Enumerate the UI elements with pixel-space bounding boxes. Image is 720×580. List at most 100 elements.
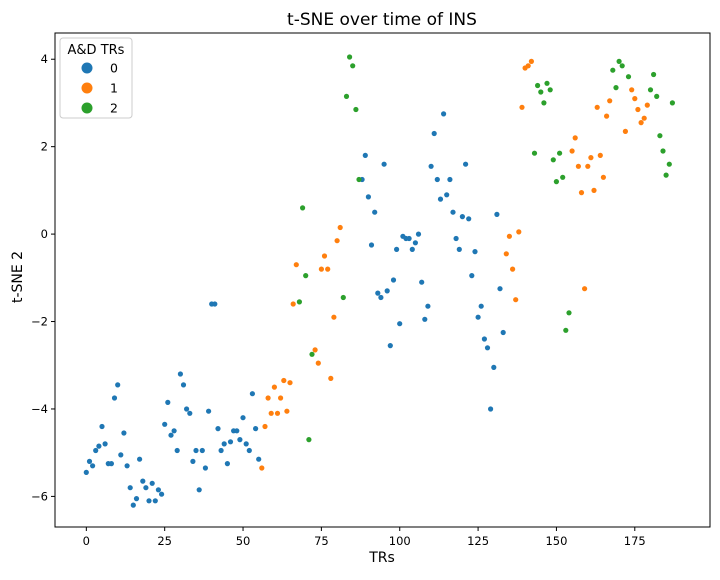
data-point-series-1-43 (622, 128, 629, 134)
data-point-series-0-96 (484, 345, 491, 351)
data-point-series-2-4 (309, 351, 315, 357)
data-point-series-1-34 (582, 286, 588, 292)
data-point-series-2-34 (666, 161, 672, 167)
data-point-series-0-72 (409, 246, 415, 252)
data-point-series-2-12 (535, 82, 541, 89)
data-point-series-1-11 (293, 262, 299, 268)
x-tick-label-100: 100 (389, 534, 411, 548)
data-point-series-1-32 (575, 163, 582, 169)
data-point-series-0-61 (375, 290, 381, 296)
data-point-series-1-48 (641, 115, 647, 121)
data-point-series-0-4 (96, 443, 102, 449)
data-point-series-1-10 (290, 301, 296, 307)
data-point-series-0-73 (412, 240, 418, 246)
data-point-series-0-49 (237, 437, 243, 443)
y-tick-label-4: 4 (41, 52, 48, 66)
data-point-series-1-22 (506, 233, 512, 239)
data-point-series-2-2 (303, 273, 309, 279)
data-point-series-0-95 (481, 336, 487, 342)
data-point-series-0-85 (450, 209, 456, 215)
data-point-series-2-33 (663, 172, 669, 178)
data-point-series-0-23 (155, 487, 161, 493)
data-point-series-1-5 (274, 410, 281, 416)
data-point-series-1-8 (284, 408, 290, 414)
data-point-series-0-33 (187, 410, 193, 416)
data-point-series-0-46 (227, 439, 234, 445)
data-point-series-0-35 (193, 447, 199, 454)
data-point-series-1-49 (644, 102, 650, 108)
legend-marker-1 (81, 82, 93, 94)
data-point-series-2-11 (531, 150, 538, 156)
data-point-series-2-32 (660, 148, 666, 154)
data-point-series-0-1 (86, 458, 93, 464)
legend-label-2: 2 (110, 101, 118, 116)
x-axis-label: TRs (368, 550, 395, 566)
data-point-series-0-6 (102, 441, 108, 447)
data-point-series-1-45 (632, 96, 638, 102)
legend-title: A&D TRs (68, 43, 125, 58)
data-point-series-2-7 (347, 54, 353, 60)
x-tick-label-0: 0 (83, 534, 90, 548)
data-point-series-0-90 (466, 216, 472, 222)
data-point-series-0-29 (174, 447, 180, 454)
data-point-series-0-34 (190, 458, 196, 464)
data-point-series-0-38 (202, 465, 208, 471)
data-point-series-1-47 (638, 120, 644, 126)
data-point-series-1-23 (509, 266, 516, 272)
data-point-series-0-32 (184, 406, 190, 412)
data-point-series-2-14 (541, 100, 547, 106)
data-point-series-2-35 (669, 100, 676, 106)
y-tick-label--2: −2 (31, 315, 48, 329)
data-point-series-2-1 (300, 205, 306, 211)
data-point-series-0-21 (149, 480, 155, 486)
data-point-series-0-59 (368, 242, 375, 248)
data-point-series-0-51 (243, 441, 249, 447)
data-point-series-2-8 (350, 63, 356, 69)
data-point-series-0-52 (246, 447, 252, 454)
data-point-series-1-25 (516, 229, 522, 235)
data-point-series-0-91 (469, 273, 475, 279)
data-point-series-0-48 (234, 428, 240, 434)
data-point-series-0-9 (111, 395, 118, 401)
data-point-series-2-26 (619, 63, 625, 69)
data-point-series-0-14 (127, 485, 133, 491)
data-point-series-0-68 (397, 321, 403, 327)
data-point-series-1-19 (334, 238, 340, 244)
data-point-series-0-18 (140, 478, 146, 484)
data-point-series-2-29 (651, 71, 657, 78)
data-point-series-0-78 (428, 163, 434, 169)
data-point-series-2-24 (613, 85, 619, 91)
data-point-series-1-38 (594, 104, 600, 110)
data-point-series-1-17 (328, 375, 334, 381)
data-point-series-0-27 (168, 432, 174, 438)
data-point-series-2-31 (657, 133, 663, 139)
data-point-series-0-57 (362, 152, 368, 158)
data-point-series-0-31 (180, 382, 187, 388)
data-point-series-0-53 (249, 391, 255, 397)
data-point-series-2-16 (547, 87, 553, 93)
data-point-series-1-3 (268, 410, 274, 416)
data-point-series-0-66 (390, 277, 397, 283)
data-point-series-2-22 (566, 310, 572, 316)
data-point-series-0-67 (394, 246, 400, 252)
y-tick-label--6: −6 (31, 489, 48, 503)
data-point-series-0-80 (434, 176, 440, 183)
data-point-series-0-45 (224, 461, 230, 467)
legend-box (59, 37, 133, 119)
y-tick-label--4: −4 (31, 402, 48, 416)
data-point-series-1-35 (585, 163, 591, 169)
data-point-series-0-12 (121, 430, 127, 436)
data-point-series-2-9 (353, 106, 359, 113)
data-point-series-0-84 (447, 176, 453, 183)
data-point-series-2-18 (553, 179, 560, 185)
data-point-series-0-60 (372, 209, 378, 215)
data-point-series-2-3 (306, 437, 312, 443)
data-point-series-0-19 (143, 485, 149, 491)
data-point-series-1-40 (600, 174, 607, 180)
data-point-series-1-26 (519, 104, 525, 110)
legend: A&D TRs 0 1 2 (59, 37, 133, 119)
x-tick-label-150: 150 (545, 534, 567, 548)
data-point-series-0-63 (381, 161, 387, 167)
data-point-series-2-15 (544, 80, 550, 86)
